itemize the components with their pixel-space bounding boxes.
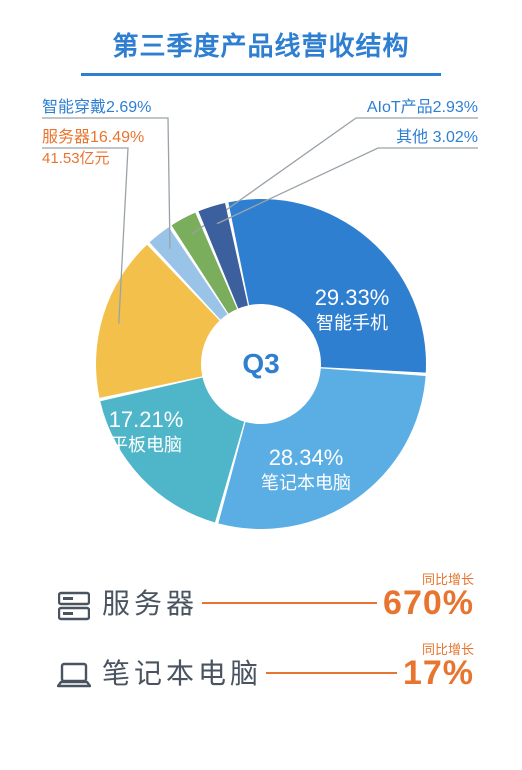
server-icon [58, 591, 90, 621]
highlight-line [202, 602, 377, 604]
highlight-growth: 同比增长 670% [383, 573, 474, 622]
highlight-row: 笔记本电脑 同比增长 17% [56, 634, 474, 692]
highlight-growth: 同比增长 17% [403, 643, 474, 692]
slice-laptop [218, 368, 425, 529]
callout-other: 其他 3.02% [396, 128, 478, 149]
callout-line: 41.53亿元 [42, 149, 144, 169]
laptop-icon [57, 662, 91, 690]
slice-tablet [100, 378, 244, 523]
slice-smartphone [228, 199, 426, 373]
callout-wearable: 智能穿戴2.69% [42, 98, 151, 119]
highlight-label: 笔记本电脑 [102, 652, 262, 692]
growth-value: 670% [383, 586, 474, 622]
highlight-row: 服务器 同比增长 670% [56, 564, 474, 622]
donut-chart: Q3 29.33%智能手机28.34%笔记本电脑17.21%平板电脑服务器16.… [0, 76, 522, 556]
highlight-line [266, 672, 397, 674]
page-title: 第三季度产品线营收结构 [0, 0, 522, 73]
callout-line: 服务器16.49% [42, 128, 144, 149]
laptop-icon [56, 660, 92, 692]
highlight-label: 服务器 [102, 582, 198, 622]
growth-value: 17% [403, 656, 474, 692]
leader-dot-server [115, 324, 123, 332]
highlights: 服务器 同比增长 670% 笔记本电脑 同比增长 17% [0, 556, 522, 692]
callout-aiot: AIoT产品2.93% [367, 98, 478, 119]
callout-line: 智能穿戴2.69% [42, 98, 151, 119]
server-icon [56, 590, 92, 622]
callout-server: 服务器16.49%41.53亿元 [42, 128, 144, 168]
callout-line: AIoT产品2.93% [367, 98, 478, 119]
center-label: Q3 [242, 348, 279, 380]
callout-line: 其他 3.02% [396, 128, 478, 149]
